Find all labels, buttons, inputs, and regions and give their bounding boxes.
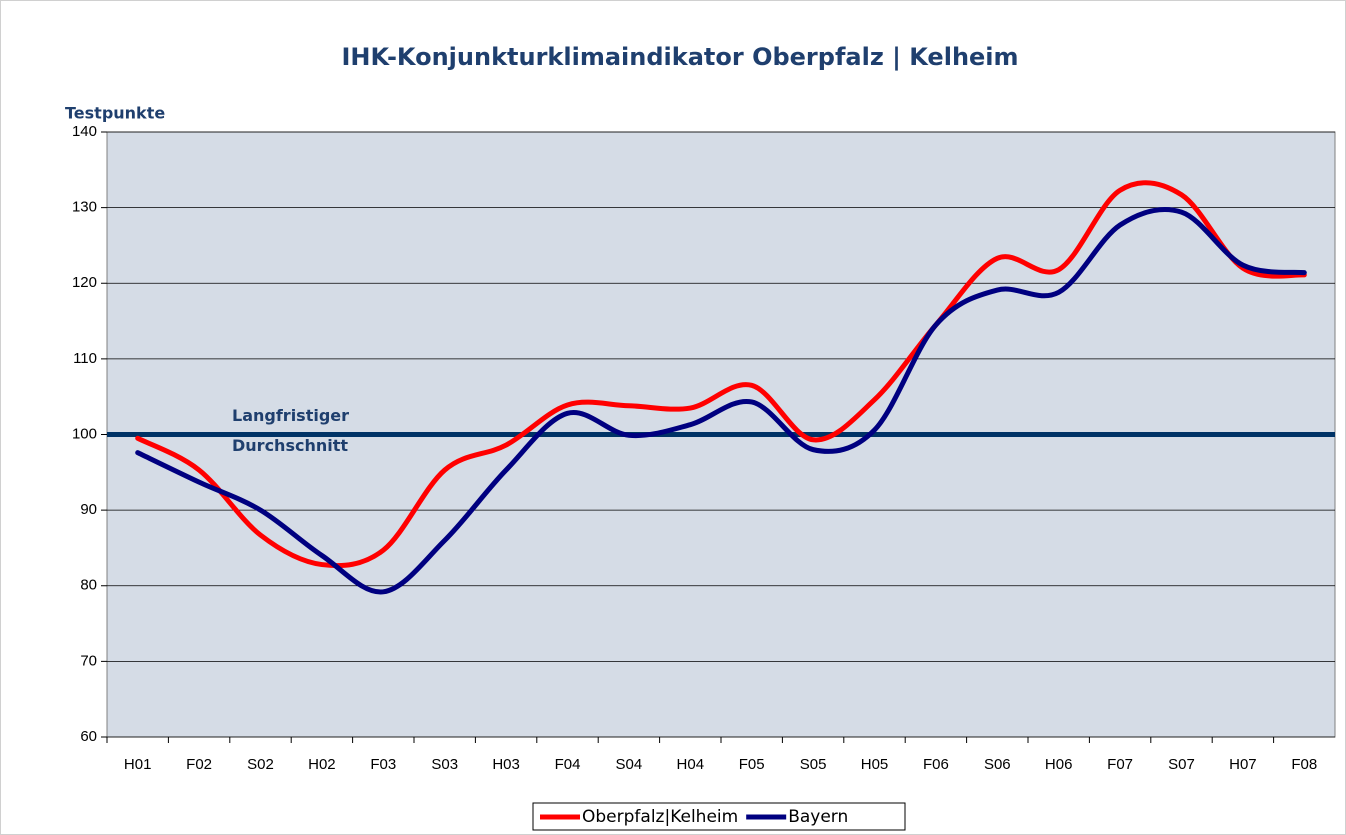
y-tick-label: 60 [80,728,97,745]
x-tick-label: S03 [431,756,458,773]
x-tick-label: F06 [923,756,949,773]
x-tick-label: F07 [1107,756,1133,773]
x-tick-label: H06 [1045,756,1073,773]
series-line [135,180,1307,569]
x-tick-label: H04 [677,756,705,773]
y-tick-label: 80 [80,577,97,594]
y-tick-label: 90 [80,501,97,518]
x-tick-label: H02 [308,756,336,773]
y-tick-label: 140 [72,123,97,140]
legend-label: Oberpfalz|Kelheim [582,807,738,827]
x-tick-label: S05 [800,756,827,773]
x-tick-label: H05 [861,756,889,773]
y-tick-label: 70 [80,652,97,669]
legend: Oberpfalz|Kelheim Bayern [532,802,906,831]
reference-label: Durchschnitt [232,436,348,455]
legend-box [532,802,906,831]
x-tick-label: S04 [616,756,643,773]
x-tick-label: S07 [1168,756,1195,773]
series-line [135,207,1307,595]
x-tick-label: F02 [186,756,212,773]
x-tick-label: H01 [124,756,152,773]
y-tick-label: 110 [73,350,97,367]
x-tick-label: F08 [1291,756,1317,773]
x-tick-label: S02 [247,756,274,773]
legend-label: Bayern [788,807,848,827]
chart-title: IHK-Konjunkturklimaindikator Oberpfalz |… [341,43,1018,71]
reference-label: Langfristiger [232,406,349,425]
y-tick-label: 100 [72,425,97,442]
y-axis-title: Testpunkte [65,104,165,123]
y-tick-label: 120 [72,274,97,291]
x-tick-label: H03 [492,756,520,773]
x-tick-label: F05 [739,756,765,773]
y-tick-label: 130 [72,199,97,216]
x-tick-label: H07 [1229,756,1257,773]
x-tick-label: F04 [555,756,581,773]
x-tick-label: S06 [984,756,1011,773]
x-tick-label: F03 [370,756,396,773]
